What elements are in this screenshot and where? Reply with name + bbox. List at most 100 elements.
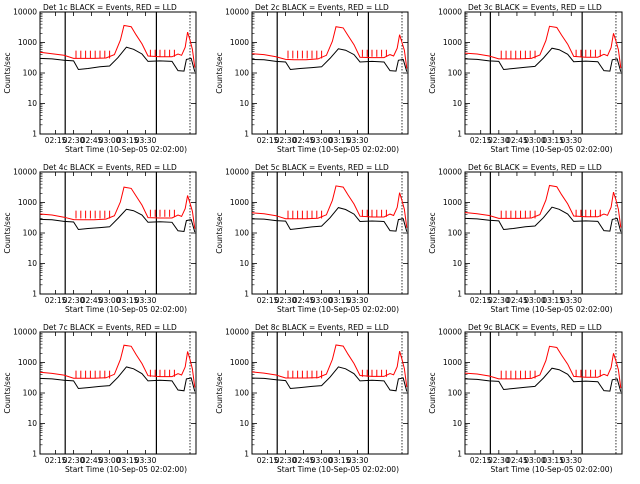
x-tick-label: 03:00 bbox=[524, 456, 546, 465]
x-tick-label: 03:30 bbox=[347, 136, 369, 145]
y-tick-label: 10 bbox=[452, 259, 462, 268]
x-axis-title: Start Time (10-Sep-05 02:02:00) bbox=[277, 145, 399, 154]
panel-title: Det 6c BLACK = Events, RED = LLD bbox=[468, 163, 602, 172]
x-axis-title: Start Time (10-Sep-05 02:02:00) bbox=[491, 145, 613, 154]
panel-title: Det 7c BLACK = Events, RED = LLD bbox=[43, 323, 177, 332]
detector-panel-3: 1 10 100 1000 10000 02:1502:3002:4503:0003:15… bbox=[428, 3, 623, 154]
y-axis-title: Counts/sec bbox=[3, 52, 12, 93]
x-axis-title: Start Time (10-Sep-05 02:02:00) bbox=[491, 305, 613, 314]
y-tick-label: 100 bbox=[448, 69, 463, 78]
x-tick-label: 03:00 bbox=[311, 456, 333, 465]
x-tick-label: 02:45 bbox=[506, 296, 528, 305]
series-line-lld bbox=[464, 184, 622, 228]
x-tick-label: 03:30 bbox=[347, 456, 369, 465]
y-tick-label: 100 bbox=[23, 389, 38, 398]
y-tick-label: 10000 bbox=[225, 8, 249, 17]
detector-panel-9: 1 10 100 1000 10000 02:1502:3002:4503:0003:15… bbox=[428, 323, 623, 474]
x-axis-title: Start Time (10-Sep-05 02:02:00) bbox=[65, 145, 187, 154]
panel-title: Det 4c BLACK = Events, RED = LLD bbox=[43, 163, 177, 172]
x-tick-label: 02:30 bbox=[488, 296, 510, 305]
detector-panel-2: 1 10 100 1000 10000 02:1502:3002:4503:0003:15… bbox=[215, 3, 409, 154]
plot-frame bbox=[251, 171, 409, 295]
plot-frame bbox=[464, 11, 623, 135]
y-tick-label: 1000 bbox=[18, 358, 37, 367]
detector-panel-6: 1 10 100 1000 10000 02:1502:3002:4503:0003:15… bbox=[428, 163, 623, 314]
y-tick-label: 100 bbox=[448, 389, 463, 398]
series-line-events bbox=[39, 208, 196, 233]
x-tick-label: 02:15 bbox=[45, 456, 67, 465]
plot-frame bbox=[251, 11, 409, 135]
x-tick-label: 02:30 bbox=[488, 456, 510, 465]
detector-panel-4: 1 10 100 1000 10000 02:1502:3002:4503:0003:15… bbox=[3, 163, 197, 314]
y-tick-label: 100 bbox=[23, 229, 38, 238]
x-tick-label: 03:15 bbox=[329, 136, 351, 145]
x-tick-label: 02:45 bbox=[506, 136, 528, 145]
detector-panel-7: 1 10 100 1000 10000 02:1502:3002:4503:0003:15… bbox=[3, 323, 197, 474]
series-line-events bbox=[251, 48, 408, 72]
y-tick-label: 10000 bbox=[225, 328, 249, 337]
y-tick-label: 10000 bbox=[13, 168, 37, 177]
panel-title: Det 9c BLACK = Events, RED = LLD bbox=[468, 323, 602, 332]
series-line-lld bbox=[39, 24, 196, 68]
panel-title: Det 1c BLACK = Events, RED = LLD bbox=[43, 3, 177, 12]
series-line-events bbox=[251, 207, 408, 232]
x-tick-label: 02:30 bbox=[63, 456, 85, 465]
y-tick-label: 1 bbox=[457, 290, 462, 299]
x-tick-label: 03:00 bbox=[524, 136, 546, 145]
x-tick-label: 03:15 bbox=[329, 456, 351, 465]
x-tick-label: 03:30 bbox=[135, 296, 157, 305]
detector-panel-8: 1 10 100 1000 10000 02:1502:3002:4503:0003:15… bbox=[215, 323, 409, 474]
x-tick-label: 03:30 bbox=[347, 296, 369, 305]
x-axis-title: Start Time (10-Sep-05 02:02:00) bbox=[491, 465, 613, 474]
x-tick-label: 02:15 bbox=[470, 136, 492, 145]
y-axis-title: Counts/sec bbox=[428, 52, 437, 93]
plot-frame bbox=[464, 171, 623, 295]
x-tick-label: 02:45 bbox=[81, 136, 103, 145]
x-tick-label: 03:15 bbox=[117, 136, 139, 145]
y-tick-label: 10 bbox=[239, 259, 249, 268]
series-line-lld bbox=[251, 26, 408, 69]
series-line-lld bbox=[251, 185, 408, 228]
series-line-events bbox=[464, 206, 622, 232]
series-line-events bbox=[39, 46, 196, 72]
x-tick-label: 03:00 bbox=[99, 296, 121, 305]
y-tick-label: 1000 bbox=[230, 198, 249, 207]
series-line-events bbox=[251, 366, 408, 392]
y-tick-label: 10000 bbox=[13, 8, 37, 17]
y-tick-label: 10 bbox=[452, 419, 462, 428]
x-tick-label: 03:00 bbox=[99, 136, 121, 145]
y-tick-label: 100 bbox=[448, 229, 463, 238]
x-tick-label: 02:30 bbox=[63, 296, 85, 305]
x-tick-label: 03:00 bbox=[311, 136, 333, 145]
y-tick-label: 1000 bbox=[230, 38, 249, 47]
plot-frame bbox=[251, 331, 409, 455]
x-axis-title: Start Time (10-Sep-05 02:02:00) bbox=[277, 305, 399, 314]
y-axis-title: Counts/sec bbox=[215, 212, 224, 253]
x-tick-label: 02:15 bbox=[257, 456, 279, 465]
y-tick-label: 1 bbox=[32, 130, 37, 139]
y-tick-label: 1 bbox=[457, 130, 462, 139]
x-tick-label: 03:30 bbox=[560, 456, 582, 465]
x-tick-label: 03:15 bbox=[117, 456, 139, 465]
y-tick-label: 100 bbox=[235, 229, 250, 238]
series-line-lld bbox=[464, 25, 622, 69]
detector-panel-1: 1 10 100 1000 10000 02:1502:3002:4503:0003:15… bbox=[3, 3, 197, 154]
x-tick-label: 02:30 bbox=[63, 136, 85, 145]
y-axis-title: Counts/sec bbox=[215, 52, 224, 93]
x-axis-title: Start Time (10-Sep-05 02:02:00) bbox=[277, 465, 399, 474]
x-tick-label: 02:45 bbox=[506, 456, 528, 465]
y-tick-label: 1 bbox=[32, 290, 37, 299]
x-tick-label: 02:30 bbox=[488, 136, 510, 145]
y-tick-label: 10 bbox=[239, 419, 249, 428]
x-tick-label: 03:15 bbox=[542, 296, 564, 305]
y-tick-label: 10000 bbox=[438, 168, 462, 177]
x-axis-title: Start Time (10-Sep-05 02:02:00) bbox=[65, 305, 187, 314]
y-axis-title: Counts/sec bbox=[215, 372, 224, 413]
x-tick-label: 02:45 bbox=[81, 456, 103, 465]
x-tick-label: 02:15 bbox=[45, 136, 67, 145]
x-tick-label: 02:15 bbox=[257, 136, 279, 145]
x-axis-title: Start Time (10-Sep-05 02:02:00) bbox=[65, 465, 187, 474]
x-tick-label: 03:15 bbox=[117, 296, 139, 305]
x-tick-label: 02:30 bbox=[275, 456, 297, 465]
